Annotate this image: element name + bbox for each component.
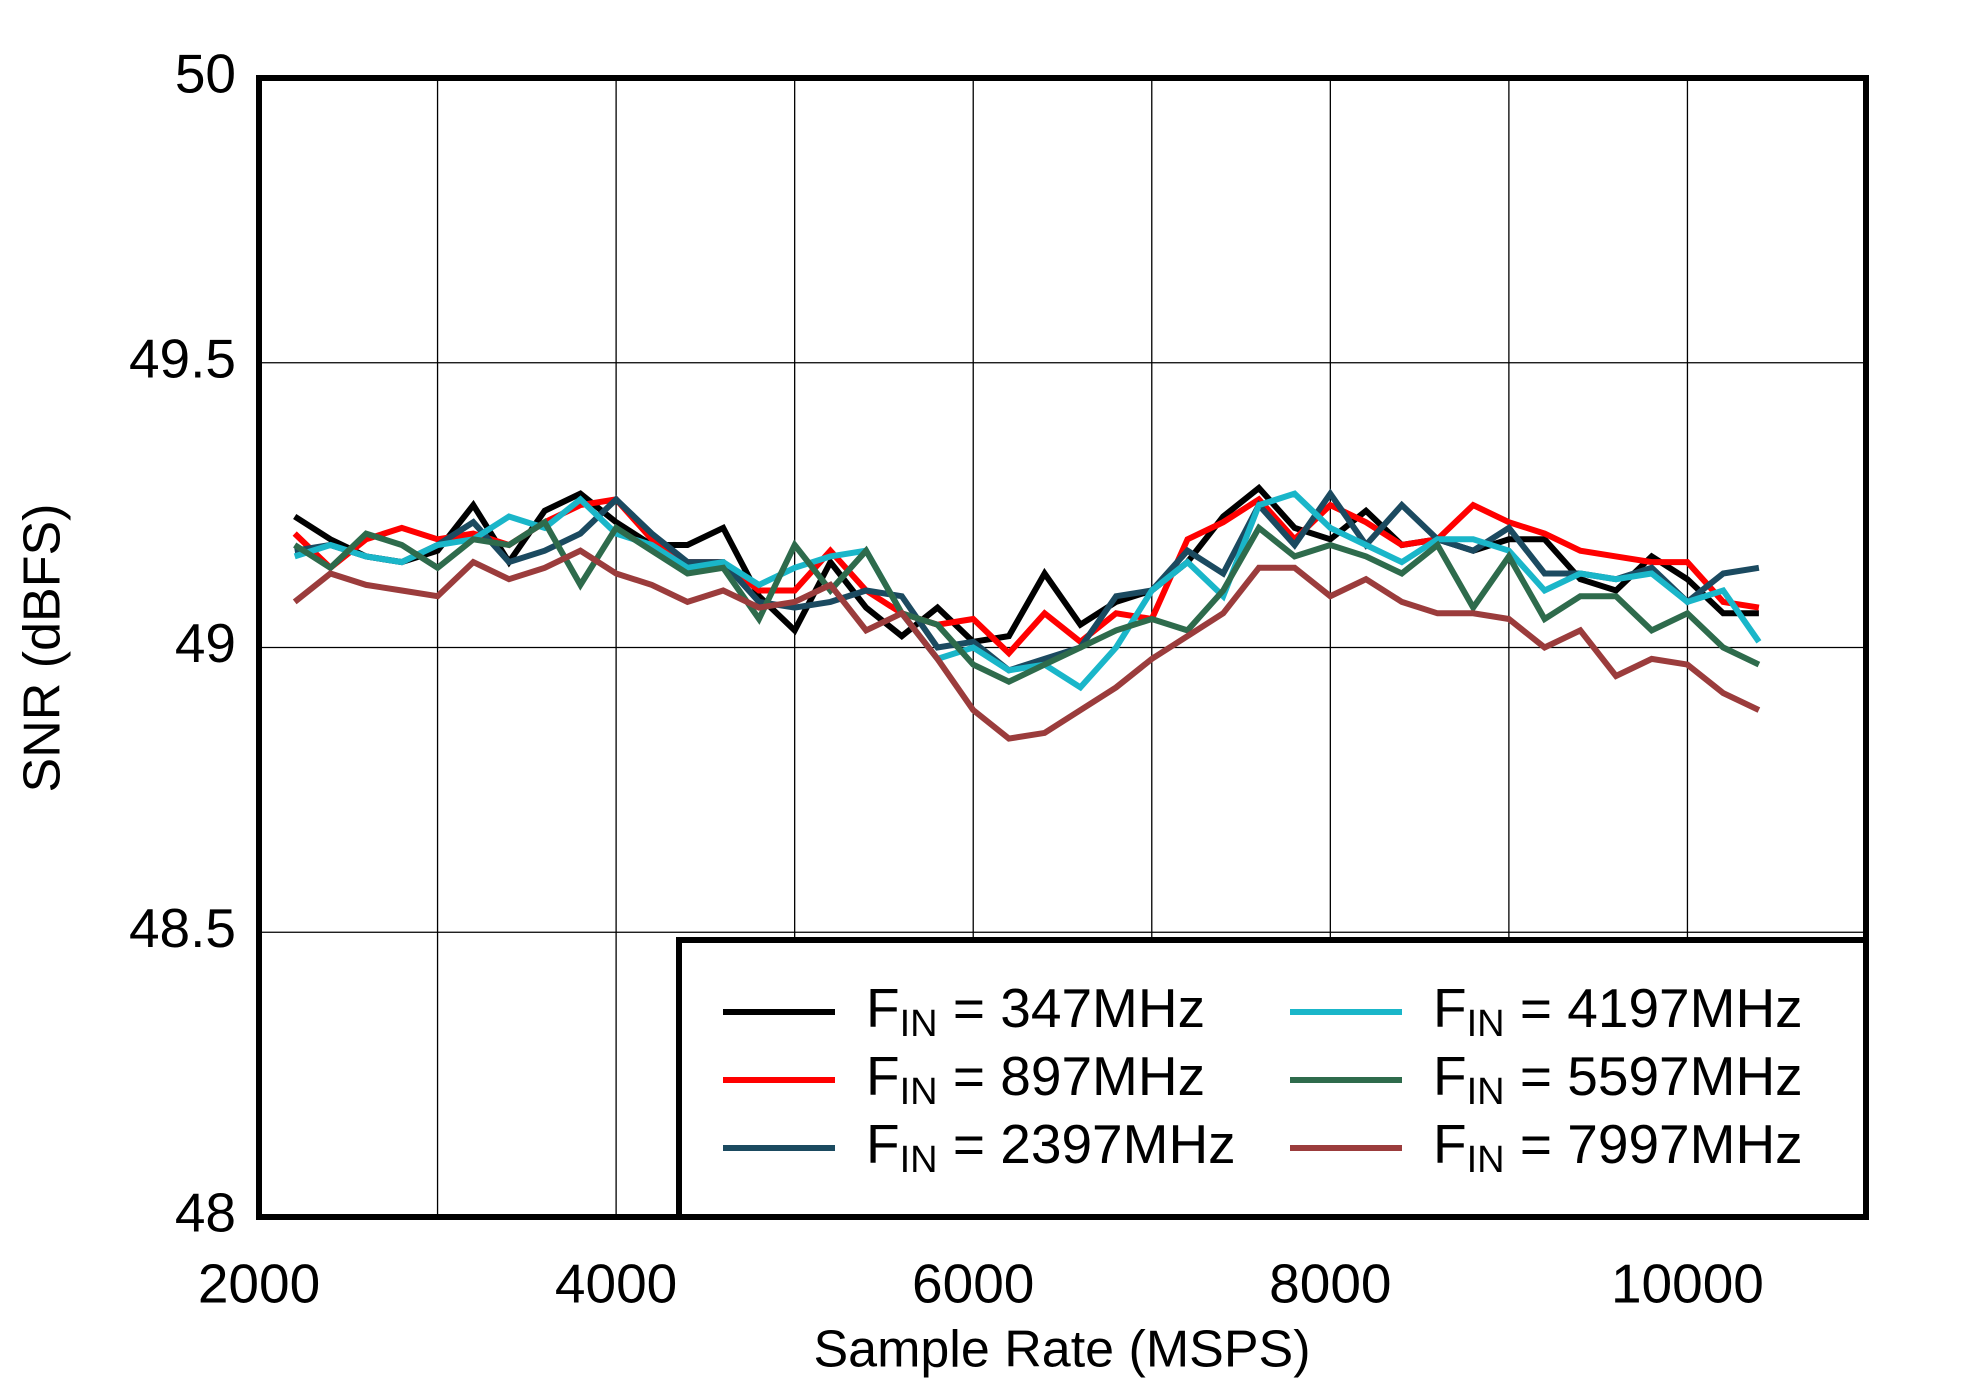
x-tick-label: 2000 [198,1253,320,1315]
series-line [293,517,1761,686]
legend-box [676,937,1869,1220]
y-tick-label: 49 [175,612,236,674]
legend-label: FIN = 7997MHz [1433,1113,1803,1182]
x-tick-label: 10000 [1611,1253,1764,1315]
legend-label: FIN = 2397MHz [866,1113,1236,1182]
y-tick-label: 48 [175,1182,236,1244]
y-tick-label: 50 [175,43,236,105]
legend-label: FIN = 897MHz [866,1045,1205,1114]
x-axis-title: Sample Rate (MSPS) [813,1321,1310,1379]
legend-label: FIN = 347MHz [866,977,1205,1046]
y-tick-label: 48.5 [129,897,236,959]
legend-label: FIN = 5597MHz [1433,1045,1803,1114]
series-line [292,547,1761,742]
x-tick-label: 4000 [555,1253,677,1315]
x-tick-label: 8000 [1269,1253,1391,1315]
y-axis-title: SNR (dBFS) [14,504,72,793]
legend-label: FIN = 4197MHz [1433,977,1803,1046]
y-tick-label: 49.5 [129,327,236,389]
x-tick-label: 6000 [912,1253,1034,1315]
